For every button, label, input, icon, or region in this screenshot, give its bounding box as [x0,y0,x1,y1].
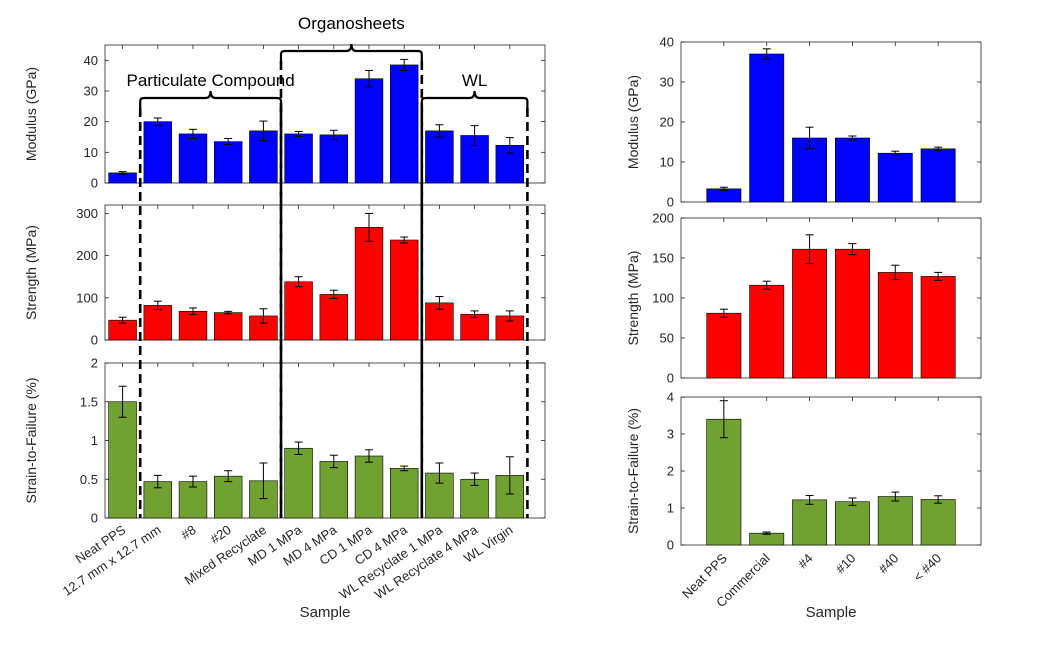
bar [877,152,913,203]
bar [706,418,742,546]
bar [213,312,243,341]
x-tick-label: #8 [178,522,198,543]
bar [749,53,785,203]
y-tick-label: 0 [667,195,674,210]
y-tick-label: 1 [667,501,674,516]
y-tick-label: 40 [660,35,674,50]
bar [389,468,419,519]
x-tick-label: #40 [875,551,901,577]
y-tick-label: 10 [660,155,674,170]
bar [877,496,913,546]
bar [792,499,828,546]
y-tick-label: 0 [667,371,674,386]
left-panel-3: 0 0.5 1 1.5 2 Strain-to-Failure (%) [23,356,546,526]
bar [143,121,173,184]
bar [284,281,313,341]
y-tick-label: 3 [667,427,674,442]
y-axis-label: Strain-to-Failure (%) [625,408,641,534]
y-tick-label: 1.5 [80,394,98,409]
group-label: Particulate Compound [126,71,294,90]
bar [284,133,313,184]
y-tick-label: 30 [84,84,98,99]
right-panel-3: 0 1 2 3 4 Strain-to-Failure (%) [625,390,982,553]
bar [749,532,785,546]
y-tick-label: 10 [84,145,98,160]
bar [354,227,384,341]
x-axis-label: Sample [806,604,857,621]
x-tick-label: < #40 [910,551,944,585]
y-tick-label: 50 [660,331,674,346]
right-panel-2: 0 50 100 150 200 Strength (MPa) [625,211,982,386]
y-tick-label: 200 [76,248,98,263]
y-tick-label: 100 [652,291,674,306]
bar [108,401,137,519]
bar [834,248,870,379]
bar [389,239,419,341]
y-tick-label: 20 [84,114,98,129]
y-tick-label: 150 [652,251,674,266]
bar [213,475,243,519]
y-tick-label: 2 [667,464,674,479]
y-tick-label: 100 [76,290,98,305]
y-tick-label: 0 [667,538,674,553]
y-tick-label: 20 [660,115,674,130]
bar [920,499,956,546]
group-label: WL [462,71,488,90]
bar [460,313,489,341]
x-tick-label: #10 [833,551,859,577]
bar [354,455,384,519]
y-axis-label: Strain-to-Failure (%) [23,377,39,503]
bar [389,64,419,184]
y-tick-label: 0 [91,333,98,348]
group-brace [420,90,529,110]
right-panel-1: 0 10 20 30 40 Modulus (GPa) [625,35,982,210]
bar [425,130,454,184]
bar [920,276,956,379]
bar [284,447,313,519]
y-axis-label: Modulus (GPa) [625,75,641,169]
y-axis-label: Modulus (GPa) [23,67,39,161]
bar [319,134,349,184]
bar [834,137,870,203]
y-tick-label: 200 [652,211,674,226]
bar [319,294,349,341]
y-tick-label: 2 [91,356,98,371]
group-bracket: Organosheets [279,14,424,518]
y-axis-label: Strength (MPa) [23,225,39,320]
y-tick-label: 1 [91,433,98,448]
bar [834,501,870,546]
bar [354,78,384,184]
bar [749,284,785,379]
x-axis-label: Sample [300,604,351,621]
bar [920,148,956,203]
bar [706,312,742,379]
bar [178,481,208,519]
left-panel-1: 0 10 20 30 40 Modulus (GPa) [23,44,546,191]
group-label: Organosheets [298,14,405,33]
y-tick-label: 40 [84,53,98,68]
bar [877,272,913,379]
bar [213,141,243,184]
bar [792,248,828,379]
bar [178,133,208,184]
y-tick-label: 4 [667,390,674,405]
y-tick-label: 0.5 [80,472,98,487]
group-brace [279,43,423,63]
group-brace [139,90,283,110]
y-tick-label: 30 [660,75,674,90]
y-tick-label: 0 [91,511,98,526]
y-axis-label: Strength (MPa) [625,251,641,346]
y-tick-label: 300 [76,206,98,221]
bar [143,305,173,341]
bar [178,311,208,341]
y-tick-label: 0 [91,176,98,191]
bar [319,461,349,519]
group-bracket: WL [420,71,529,518]
x-tick-label: #4 [795,551,816,572]
left-panel-2: 0 100 200 300 Strength (MPa) [23,204,546,348]
